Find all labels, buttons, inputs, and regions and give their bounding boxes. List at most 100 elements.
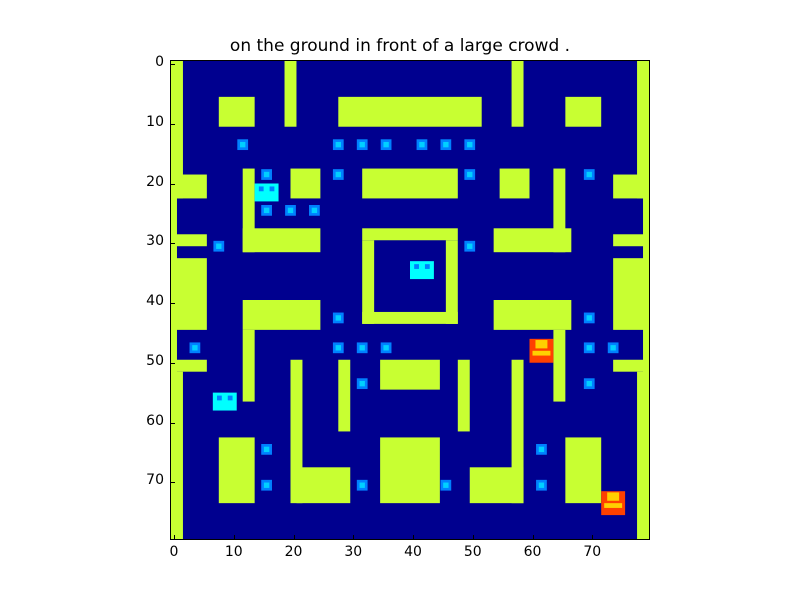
game-board <box>171 61 649 539</box>
y-tick-mark <box>171 123 175 125</box>
player-sprite <box>601 491 626 516</box>
maze-wall <box>242 228 321 253</box>
y-tick-mark <box>171 64 175 65</box>
maze-wall <box>242 168 255 253</box>
pellet-core <box>335 345 341 351</box>
pellet-core <box>467 141 473 148</box>
x-tick-mark <box>293 535 295 539</box>
maze-wall <box>553 329 566 402</box>
player-sprite <box>529 338 554 363</box>
pellet-core <box>538 446 545 453</box>
ghost-sprite <box>254 183 279 202</box>
x-tick-label: 30 <box>344 544 363 560</box>
maze-wall <box>218 437 255 504</box>
maze-wall <box>171 359 207 372</box>
pellet-core <box>443 482 449 488</box>
pellet-core <box>192 345 198 351</box>
pellet-core <box>335 141 341 148</box>
ghost-sprite <box>410 261 434 280</box>
pellet-core <box>383 141 389 148</box>
maze-wall <box>171 389 177 539</box>
pellet-core <box>263 207 270 214</box>
maze-wall <box>553 168 566 253</box>
pellet-core <box>240 141 246 148</box>
maze-wall <box>457 359 470 432</box>
pellet-core <box>263 171 270 178</box>
pellet-core <box>287 207 294 214</box>
x-tick-mark <box>174 535 175 539</box>
x-tick-mark <box>472 535 474 539</box>
x-tick-label: 50 <box>463 544 482 560</box>
maze-wall <box>171 258 207 330</box>
maze-wall <box>637 61 649 199</box>
y-tick-label: 40 <box>146 293 164 309</box>
pellet-core <box>586 315 592 321</box>
maze-wall <box>493 300 572 330</box>
maze-wall <box>613 234 649 247</box>
maze-wall <box>171 234 207 247</box>
y-tick-label: 70 <box>146 472 164 489</box>
pellet-core <box>610 345 616 351</box>
maze-wall <box>290 359 303 504</box>
x-tick-label: 70 <box>583 544 602 560</box>
maze-wall <box>362 228 458 241</box>
x-tick-mark <box>532 535 534 539</box>
figure-title: on the ground in front of a large crowd … <box>229 36 571 56</box>
game-board-frame <box>170 60 650 540</box>
maze-wall <box>218 96 255 127</box>
y-tick-mark <box>171 482 175 484</box>
y-tick-mark <box>171 362 175 364</box>
ghost-sprite <box>212 392 237 411</box>
pellet-core <box>467 171 473 178</box>
x-tick-mark <box>233 535 235 539</box>
pellet-core <box>538 482 545 488</box>
x-tick-label: 60 <box>523 544 542 560</box>
y-tick-mark <box>171 422 175 424</box>
maze-wall <box>643 389 649 539</box>
maze-wall <box>511 61 524 127</box>
maze-wall <box>565 437 602 504</box>
x-tick-label: 0 <box>169 544 179 560</box>
x-tick-mark <box>592 535 594 539</box>
y-tick-label: 0 <box>155 54 164 70</box>
pellet-core <box>419 141 425 148</box>
pellet-core <box>586 380 592 387</box>
maze-wall <box>362 240 375 324</box>
maze-wall <box>445 240 458 324</box>
pellet-core <box>263 482 270 488</box>
x-tick-label: 10 <box>224 544 243 560</box>
pellet-core <box>359 482 365 488</box>
pellet-core <box>216 243 222 249</box>
y-tick-label: 50 <box>146 352 164 369</box>
y-tick-label: 10 <box>146 113 164 130</box>
maze-wall <box>565 96 602 127</box>
pellet-core <box>467 243 473 249</box>
pellet-core <box>359 345 365 351</box>
pellet-core <box>311 207 318 214</box>
maze-wall <box>499 168 530 199</box>
maze-wall <box>380 359 440 390</box>
pellet-core <box>263 446 270 453</box>
y-tick-label: 30 <box>146 233 164 250</box>
maze-wall <box>171 174 207 199</box>
maze-wall <box>338 359 351 432</box>
maze-wall <box>171 371 183 539</box>
maze-wall <box>613 359 649 372</box>
pellet-core <box>586 345 592 351</box>
x-tick-label: 20 <box>284 544 303 560</box>
maze-wall <box>290 168 321 199</box>
maze-wall <box>380 437 440 504</box>
x-tick-mark <box>413 535 414 539</box>
maze-wall <box>511 359 524 504</box>
y-tick-mark <box>171 303 175 304</box>
maze-wall <box>296 467 351 504</box>
maze-wall <box>171 61 183 199</box>
maze-wall <box>613 174 649 199</box>
pellet-core <box>383 345 389 351</box>
maze-wall <box>362 311 458 324</box>
maze-wall <box>242 300 321 330</box>
x-tick-label: 40 <box>404 544 422 560</box>
pellet-core <box>359 141 365 148</box>
y-tick-mark <box>171 243 175 245</box>
pellet-core <box>335 171 341 178</box>
